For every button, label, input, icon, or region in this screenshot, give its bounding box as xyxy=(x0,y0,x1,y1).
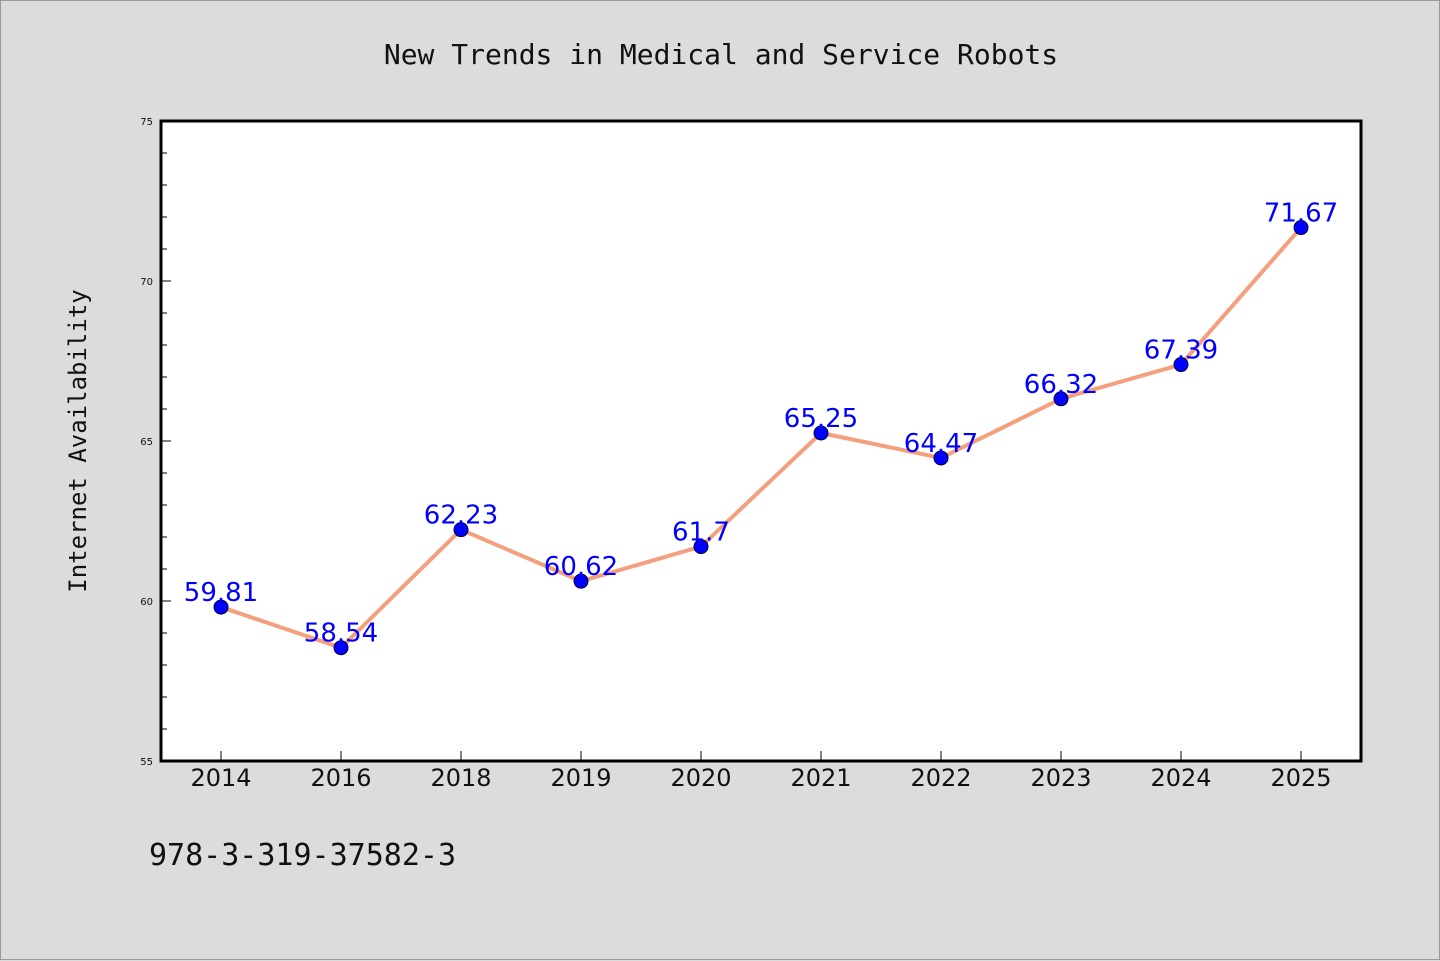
x-tick-label: 2024 xyxy=(1150,764,1211,792)
y-tick-label: 70 xyxy=(140,277,153,288)
data-label: 67.39 xyxy=(1144,336,1218,366)
y-tick-label: 75 xyxy=(140,117,153,128)
data-label: 71.67 xyxy=(1264,199,1338,229)
data-label-layer: 59.81 58.54 62.23 60.62 61.7 65.25 64.47 66.32 6… xyxy=(184,199,1338,649)
data-label: 60.62 xyxy=(544,552,618,582)
series-line xyxy=(219,225,1303,650)
chart-title: New Trends in Medical and Service Robots xyxy=(384,38,1058,71)
y-axis-label: Internet Availability xyxy=(64,289,92,592)
x-axis: 2014 2016 2018 2019 2020 2021 2022 2023 2024 2025 xyxy=(190,751,1332,792)
x-tick-label: 2025 xyxy=(1270,764,1331,792)
data-label: 66.32 xyxy=(1024,370,1098,400)
plot-area xyxy=(159,119,1363,763)
data-point xyxy=(813,425,829,441)
y-axis: 55 60 65 70 75 xyxy=(140,117,171,768)
x-tick-label: 2018 xyxy=(430,764,491,792)
data-point xyxy=(693,539,709,555)
series-layer xyxy=(213,220,1309,656)
data-label: 62.23 xyxy=(424,501,498,531)
y-tick-label: 55 xyxy=(140,757,153,768)
data-point xyxy=(1053,391,1069,407)
y-tick-label: 60 xyxy=(140,597,153,608)
x-tick-label: 2016 xyxy=(310,764,371,792)
x-tick-label: 2023 xyxy=(1030,764,1091,792)
data-point xyxy=(1173,357,1189,373)
x-tick-label: 2019 xyxy=(550,764,611,792)
data-label: 61.7 xyxy=(672,518,730,548)
data-point xyxy=(213,599,229,615)
x-tick-label: 2020 xyxy=(670,764,731,792)
x-tick-label: 2022 xyxy=(910,764,971,792)
data-point xyxy=(573,573,589,589)
data-point xyxy=(1293,220,1309,236)
isbn-label: 978-3-319-37582-3 xyxy=(149,838,456,873)
data-label: 58.54 xyxy=(304,619,378,649)
data-label: 65.25 xyxy=(784,404,858,434)
y-tick-label: 65 xyxy=(140,437,153,448)
data-label: 64.47 xyxy=(904,429,978,459)
data-point xyxy=(333,640,349,656)
x-tick-label: 2014 xyxy=(190,764,251,792)
data-label: 59.81 xyxy=(184,578,258,608)
x-tick-label: 2021 xyxy=(790,764,851,792)
data-point xyxy=(453,522,469,538)
data-point xyxy=(933,450,949,466)
